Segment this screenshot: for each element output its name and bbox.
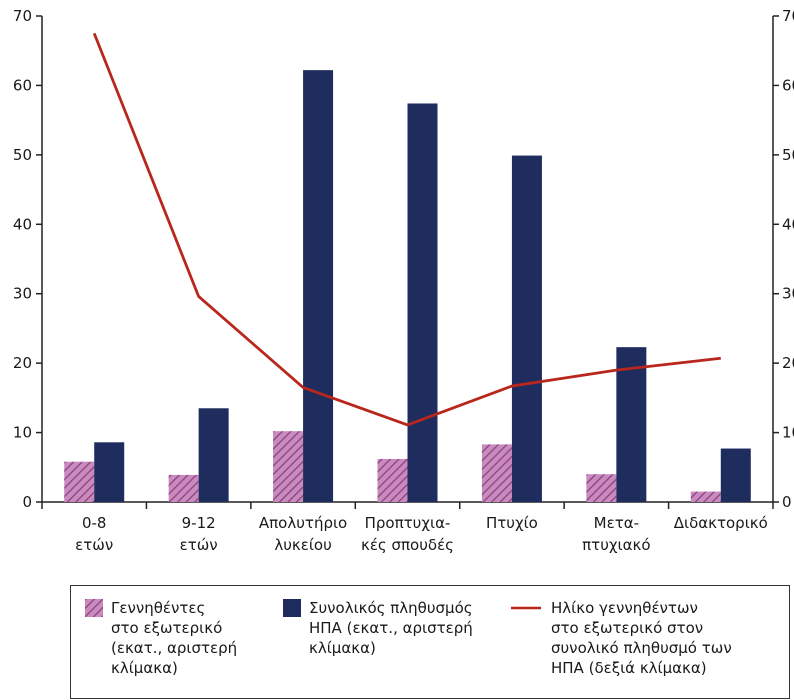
y-tick-label: 20 <box>13 354 32 372</box>
bar-foreign-born <box>273 431 304 502</box>
legend-label-foreign-born: Γεννηθέντες στο εξωτερικό (εκατ., αριστε… <box>111 599 238 677</box>
bar-total-population <box>720 448 751 502</box>
bar-total-population <box>616 347 647 502</box>
y-tick-label: 10 <box>13 424 32 442</box>
x-tick-label: Διδακτορικό <box>674 514 768 532</box>
legend-item-share: Ηλίκο γεννηθέντων στο εξωτερικό στον συν… <box>511 598 732 678</box>
x-tick-label: Πτυχίο <box>486 514 538 532</box>
legend: Γεννηθέντες στο εξωτερικό (εκατ., αριστε… <box>70 585 790 699</box>
x-tick-label: Μετα-πτυχιακό <box>582 514 650 554</box>
y-tick-label: 50 <box>13 146 32 164</box>
y2-tick-label: 10 <box>782 424 794 442</box>
bar-total-population <box>511 155 542 502</box>
bar-total-population <box>407 103 438 502</box>
legend-label-share: Ηλίκο γεννηθέντων στο εξωτερικό στον συν… <box>551 599 732 677</box>
x-tick-label: Απολυτήριο λυκείου <box>259 514 347 554</box>
y2-tick-label: 20 <box>782 354 794 372</box>
legend-item-foreign-born: Γεννηθέντες στο εξωτερικό (εκατ., αριστε… <box>85 598 237 678</box>
y2-tick-label: 40 <box>782 215 794 233</box>
bar-total-population <box>94 442 125 502</box>
y2-tick-label: 0 <box>782 493 792 511</box>
y-tick-label: 70 <box>13 7 32 25</box>
legend-label-total-population: Συνολικός πληθυσμός ΗΠΑ (εκατ., αριστερή… <box>309 599 473 657</box>
line-series-group <box>92 32 721 427</box>
bar-total-population <box>198 408 229 502</box>
y-tick-label: 30 <box>13 285 32 303</box>
hatched-square-icon <box>85 599 103 617</box>
y-tick-label: 0 <box>22 493 32 511</box>
solid-square-icon <box>283 599 301 617</box>
line-icon <box>511 606 541 610</box>
bars-group <box>64 70 751 502</box>
bar-foreign-born <box>168 474 199 502</box>
y2-tick-label: 50 <box>782 146 794 164</box>
bar-total-population <box>303 70 334 502</box>
y2-tick-label: 70 <box>782 7 794 25</box>
y-tick-label: 40 <box>13 215 32 233</box>
bar-foreign-born <box>377 458 408 502</box>
bar-foreign-born <box>690 491 721 502</box>
bar-foreign-born <box>64 461 95 502</box>
y2-tick-label: 30 <box>782 285 794 303</box>
bar-foreign-born <box>481 444 512 502</box>
x-tick-label: 9-12 ετών <box>180 514 218 554</box>
y2-tick-label: 60 <box>782 76 794 94</box>
y-tick-label: 60 <box>13 76 32 94</box>
bar-foreign-born <box>586 474 617 502</box>
legend-item-total-population: Συνολικός πληθυσμός ΗΠΑ (εκατ., αριστερή… <box>283 598 473 658</box>
x-tick-label: 0-8 ετών <box>75 514 113 554</box>
x-tick-label: Προπτυχια-κές σπουδές <box>361 514 454 554</box>
